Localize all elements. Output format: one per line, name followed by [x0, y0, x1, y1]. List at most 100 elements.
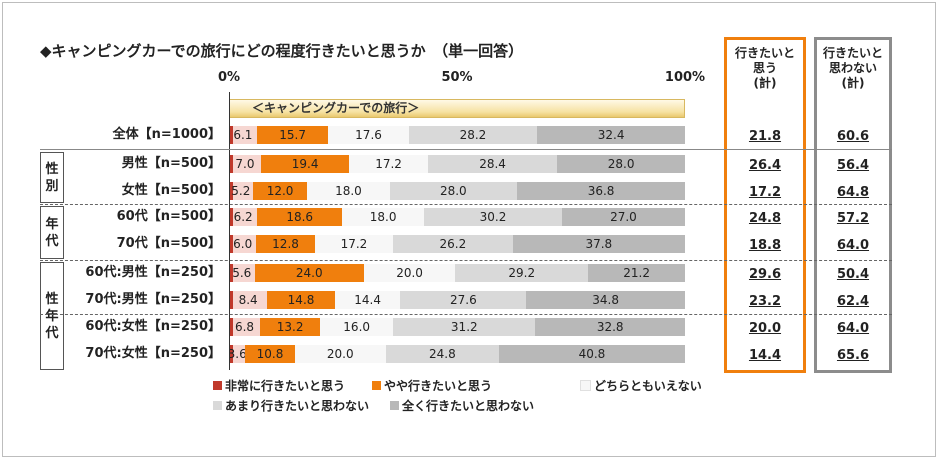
- bar-data-label: 32.4: [597, 128, 625, 142]
- legend-label: どちらともいえない: [594, 379, 702, 393]
- bar-segment: 28.0: [557, 155, 685, 173]
- bar-data-label: 14.4: [354, 293, 381, 307]
- x-tick-label: 0%: [217, 70, 241, 85]
- legend-item: どちらともいえない: [580, 377, 702, 394]
- bar-segment: 32.8: [535, 318, 685, 336]
- summary-value: 65.6: [836, 348, 870, 363]
- bar-segment: 30.2: [424, 208, 562, 226]
- row-label: 60代【n=500】: [116, 209, 221, 224]
- bar-segment: 18.0: [307, 182, 390, 200]
- legend-label: 非常に行きたいと思う: [225, 379, 346, 393]
- bar-data-label: 13.2: [276, 320, 304, 334]
- bar-data-label: 31.2: [450, 320, 478, 334]
- legend-swatch: [580, 380, 591, 391]
- bar-segment: 36.8: [517, 182, 685, 200]
- summary-value: 60.6: [836, 129, 870, 144]
- bar-data-label: 20.0: [326, 347, 354, 361]
- group-label: 年代: [40, 206, 64, 259]
- bar-data-label: 27.6: [450, 293, 477, 307]
- bar-data-label: 28.0: [439, 184, 467, 198]
- bar-data-label: 6.1: [233, 128, 253, 142]
- bar-data-label: 5.6: [232, 266, 252, 280]
- summary-value: 56.4: [836, 158, 870, 173]
- legend-label: あまり行きたいと思わない: [225, 399, 370, 413]
- group-label-char: 年: [45, 308, 59, 324]
- bar-segment: 28.4: [427, 155, 558, 173]
- bar-data-label: 32.8: [596, 320, 624, 334]
- summary-value: 29.6: [748, 267, 782, 282]
- summary-value: 17.2: [748, 185, 782, 200]
- group-label-char: 代: [45, 233, 59, 249]
- bar-data-label: 12.0: [266, 184, 294, 198]
- bar-segment: 5.6: [229, 264, 255, 282]
- summary-column-box: 行きたいと 思わない (計): [814, 37, 892, 373]
- bar-data-label: 6.2: [233, 210, 253, 224]
- legend-swatch: [213, 381, 222, 390]
- bar-data-label: 15.7: [279, 128, 306, 142]
- bar-data-label: 21.2: [623, 266, 650, 280]
- bar-segment: 18.0: [342, 208, 425, 226]
- bar-segment: 10.8: [245, 345, 295, 363]
- summary-value: 64.0: [836, 238, 870, 253]
- summary-value: 50.4: [836, 267, 870, 282]
- legend-item: 非常に行きたいと思う: [213, 377, 345, 394]
- bar-data-label: 34.8: [592, 293, 619, 307]
- x-tick-label: 50%: [441, 70, 473, 85]
- group-label-char: 代: [45, 325, 59, 341]
- bar-segment: 6.8: [229, 318, 260, 336]
- bar-data-label: 3.6: [229, 347, 246, 361]
- bar-data-label: 12.8: [272, 237, 299, 251]
- bar-segment: 6.0: [229, 235, 257, 253]
- bar-segment: 24.0: [254, 264, 364, 282]
- bar-segment: 21.2: [588, 264, 685, 282]
- legend-item: あまり行きたいと思わない: [213, 397, 369, 414]
- bar-data-label: 30.2: [479, 210, 507, 224]
- bar-segment: 28.2: [408, 126, 538, 144]
- bar-segment: 19.4: [260, 155, 350, 173]
- bar-segment: 20.0: [294, 345, 386, 363]
- legend-label: 全く行きたいと思わない: [402, 399, 535, 413]
- x-tick-label: 100%: [664, 70, 706, 85]
- legend-swatch: [390, 401, 399, 410]
- bar-data-label: 29.2: [508, 266, 536, 280]
- band-label: ＜キャンピングカーでの旅行＞: [229, 99, 685, 118]
- bar-data-label: 37.8: [585, 237, 613, 251]
- bar-data-label: 7.0: [235, 157, 255, 171]
- legend-item: 全く行きたいと思わない: [390, 397, 534, 414]
- bar-data-label: 18.0: [335, 184, 362, 198]
- bar-segment: 13.2: [260, 318, 321, 336]
- bar-segment: 14.4: [334, 291, 401, 309]
- bar-segment: 31.2: [393, 318, 536, 336]
- bar-segment: 15.7: [256, 126, 329, 144]
- bar-data-label: 26.2: [439, 237, 467, 251]
- group-label-char: 性: [45, 161, 59, 177]
- bar-segment: 18.6: [257, 208, 343, 226]
- bar-segment: 20.0: [363, 264, 456, 282]
- bar-segment: 29.2: [455, 264, 589, 282]
- bar-segment: 26.2: [393, 235, 513, 253]
- row-label: 60代:女性【n=250】: [85, 319, 221, 334]
- legend-item: やや行きたいと思う: [372, 377, 492, 394]
- bar-data-label: 5.2: [231, 184, 251, 198]
- bar-segment: 24.8: [385, 345, 499, 363]
- separator-line: [40, 149, 892, 150]
- summary-value: 24.8: [748, 211, 782, 226]
- row-label: 60代:男性【n=250】: [85, 265, 221, 280]
- bar-segment: 40.8: [498, 345, 685, 363]
- bar-segment: 14.8: [267, 291, 335, 309]
- bar-data-label: 27.0: [610, 210, 637, 224]
- bar-data-label: 8.4: [238, 293, 258, 307]
- legend-swatch: [372, 381, 381, 390]
- group-label-char: 性: [45, 291, 59, 307]
- bar-segment: 16.0: [320, 318, 394, 336]
- bar-data-label: 36.8: [587, 184, 615, 198]
- bar-data-label: 6.8: [234, 320, 255, 334]
- separator-dashed: [40, 260, 892, 261]
- bar-data-label: 10.8: [256, 347, 284, 361]
- bar-data-label: 17.2: [375, 157, 402, 171]
- summary-column-box: 行きたいと 思う (計): [724, 37, 806, 373]
- summary-value: 64.0: [836, 321, 870, 336]
- summary-value: 62.4: [836, 294, 870, 309]
- bar-data-label: 17.2: [340, 237, 368, 251]
- bar-segment: 8.4: [229, 291, 268, 309]
